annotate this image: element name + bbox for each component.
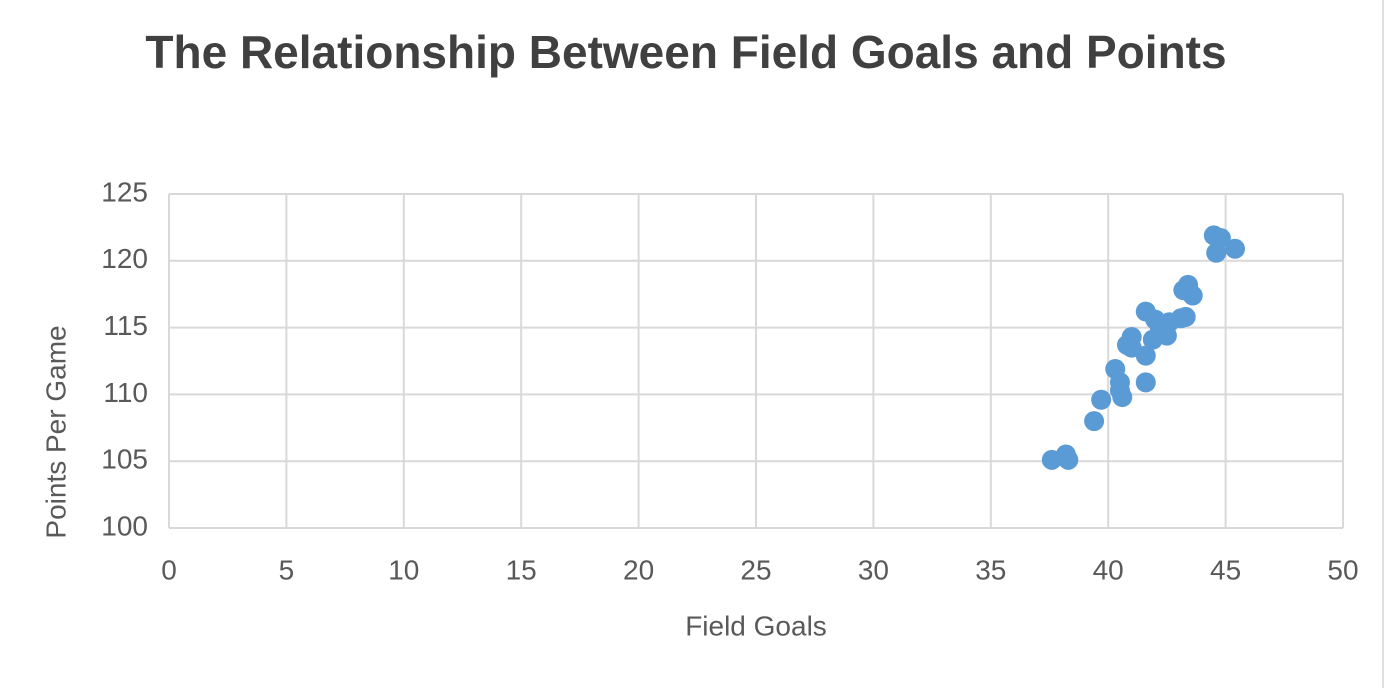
x-tick-label: 50 (1327, 554, 1358, 585)
point (1224, 238, 1245, 259)
point (1182, 285, 1203, 306)
chart-title: The Relationship Between Field Goals and… (145, 26, 1227, 78)
y-tick-label: 120 (101, 243, 148, 274)
x-tick-label: 10 (388, 554, 419, 585)
point (1112, 387, 1133, 408)
point (1135, 345, 1156, 366)
x-tick-label: 45 (1210, 554, 1241, 585)
y-tick-label: 105 (101, 444, 148, 475)
x-tick-label: 40 (1093, 554, 1124, 585)
y-tick-label: 115 (103, 310, 148, 341)
y-tick-label: 110 (103, 377, 148, 408)
x-tick-label: 30 (858, 554, 889, 585)
x-axis-label: Field Goals (685, 610, 827, 641)
x-tick-label: 5 (279, 554, 295, 585)
point (1091, 389, 1112, 410)
point (1175, 306, 1196, 327)
y-tick-label: 100 (101, 510, 148, 541)
point (1058, 449, 1079, 470)
point (1206, 242, 1227, 263)
x-tick-label: 25 (740, 554, 771, 585)
y-axis-label: Points Per Game (40, 325, 71, 538)
point (1135, 372, 1156, 393)
y-tick-label: 125 (101, 176, 148, 207)
x-tick-label: 35 (975, 554, 1006, 585)
x-tick-label: 15 (506, 554, 537, 585)
x-tick-label: 0 (161, 554, 177, 585)
point (1084, 411, 1105, 432)
x-tick-label: 20 (623, 554, 654, 585)
